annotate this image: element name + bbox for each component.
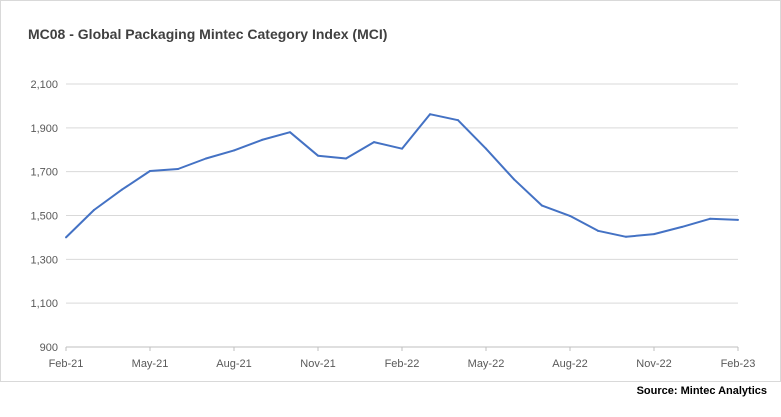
data-point [737,218,739,221]
data-point [485,147,487,150]
y-tick-label: 1,100 [30,298,58,310]
data-point [121,188,123,191]
gridlines [66,83,738,348]
data-point [261,138,263,141]
data-point [569,214,571,217]
x-tick-label: May-22 [468,358,505,370]
data-point [93,209,95,212]
series-group [65,113,739,239]
chart-title: MC08 - Global Packaging Mintec Category … [28,26,388,42]
x-tick-label: Nov-21 [300,358,335,370]
source-note: Source: Mintec Analytics [636,385,767,397]
data-point [513,178,515,181]
data-point [653,233,655,236]
y-axis: 900 1,100 1,300 1,500 1,700 1,900 2,100 [30,79,58,354]
x-tick-label: Nov-22 [636,358,671,370]
x-tick-label: Feb-23 [721,358,756,370]
data-point [317,154,319,157]
data-point [205,157,207,160]
y-tick-label: 2,100 [30,79,58,91]
x-tick-label: Aug-22 [552,358,587,370]
series-line [65,113,739,239]
data-point [177,168,179,171]
data-point [65,236,67,239]
x-axis: Feb-21 May-21 Aug-21 Nov-21 Feb-22 May-22 Aug-… [49,347,756,370]
chart-frame [0,0,781,382]
data-point [429,113,431,116]
data-point [681,225,683,228]
y-tick-label: 1,500 [30,211,58,223]
x-tick-label: Feb-22 [385,358,420,370]
y-tick-label: 1,900 [30,123,58,135]
data-point [709,217,711,220]
y-tick-label: 1,700 [30,167,58,179]
data-point [289,131,291,134]
data-point [345,157,347,160]
data-point [401,147,403,150]
data-point [597,229,599,232]
data-point [457,119,459,122]
y-tick-label: 1,300 [30,254,58,266]
x-tick-label: Aug-21 [216,358,251,370]
line-chart: 900 1,100 1,300 1,500 1,700 1,900 2,100 Feb-21… [30,79,756,370]
data-point [233,149,235,152]
y-tick-label: 900 [40,342,58,354]
data-point [149,170,151,173]
data-point [625,235,627,238]
x-tick-label: May-21 [132,358,169,370]
data-point [373,141,375,144]
x-tick-label: Feb-21 [49,358,84,370]
data-point [541,204,543,207]
